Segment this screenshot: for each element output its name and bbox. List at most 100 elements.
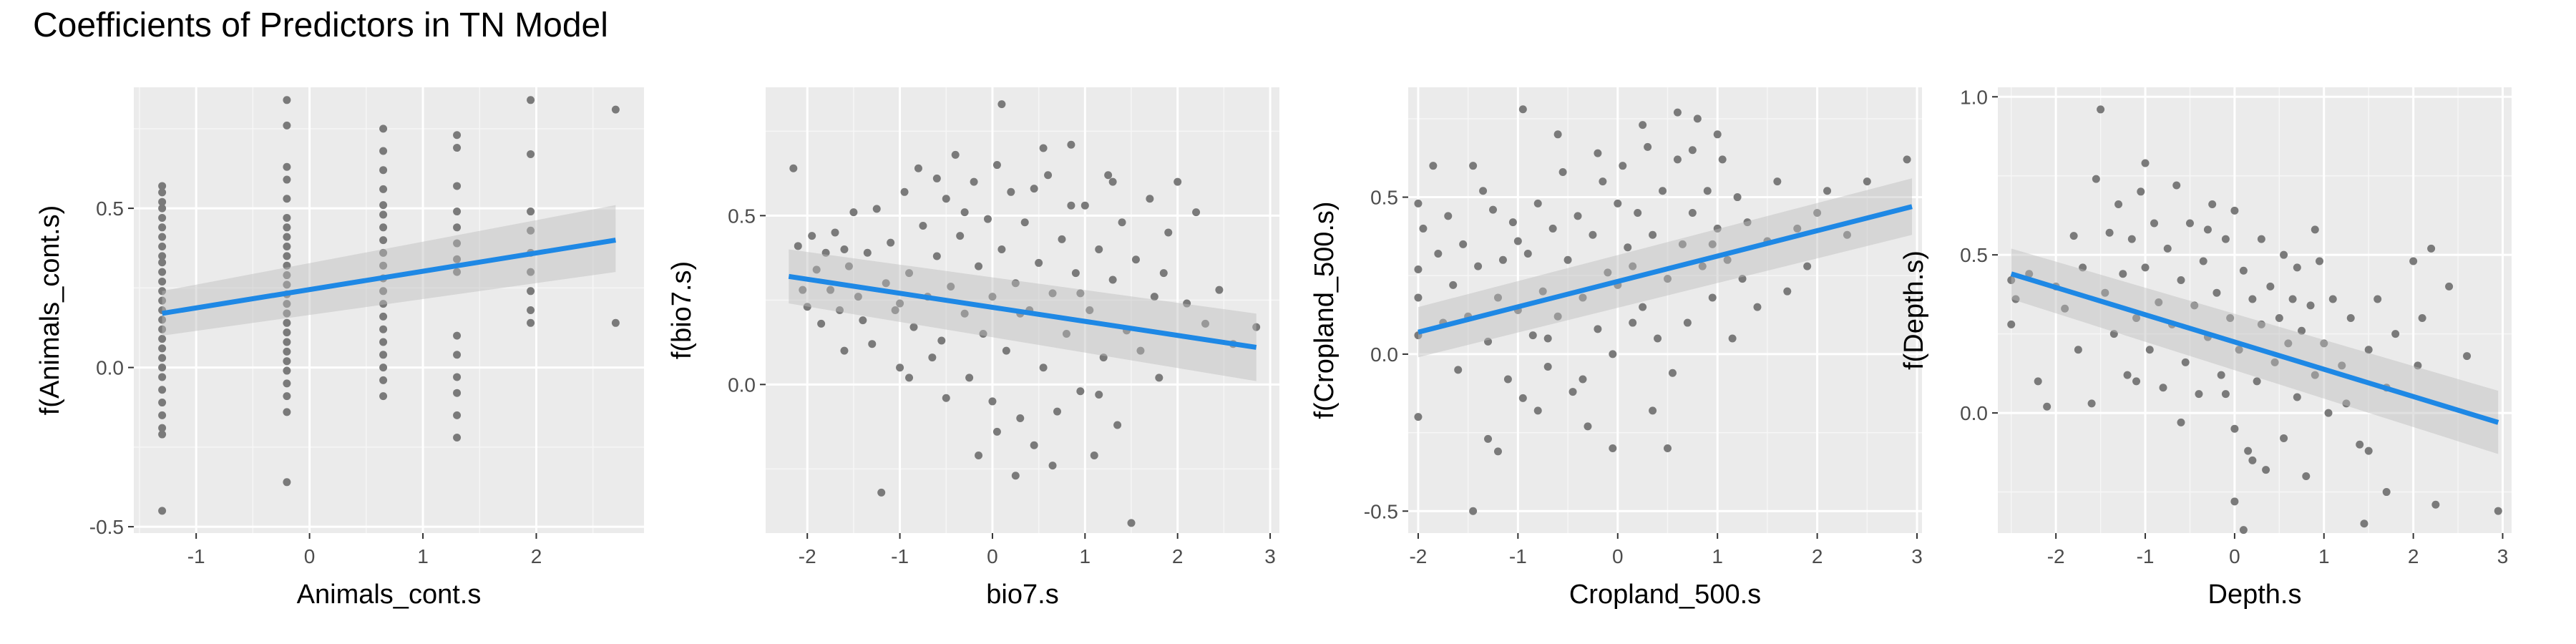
data-point bbox=[2382, 488, 2391, 497]
x-tick-label: 2 bbox=[2408, 545, 2419, 567]
data-point bbox=[1624, 243, 1632, 252]
data-point bbox=[2302, 472, 2311, 480]
data-point bbox=[1619, 162, 1627, 170]
data-point bbox=[1683, 318, 1692, 327]
data-point bbox=[527, 318, 535, 327]
data-point bbox=[2177, 276, 2185, 285]
data-point bbox=[1538, 287, 1547, 296]
data-point bbox=[1649, 230, 1657, 239]
data-point bbox=[1663, 275, 1672, 283]
data-point bbox=[1644, 142, 1652, 151]
data-point bbox=[1095, 390, 1103, 399]
data-point bbox=[1843, 230, 1851, 239]
data-point bbox=[1903, 155, 1911, 164]
data-point bbox=[1048, 462, 1057, 470]
data-point bbox=[283, 271, 291, 280]
data-point bbox=[2226, 314, 2235, 323]
x-tick-label: 0 bbox=[987, 545, 998, 567]
data-point bbox=[1563, 255, 1572, 264]
data-point bbox=[1469, 507, 1478, 515]
data-point bbox=[2097, 105, 2105, 114]
data-point bbox=[158, 213, 167, 222]
data-point bbox=[2275, 314, 2283, 323]
data-point bbox=[2311, 371, 2319, 379]
data-point bbox=[527, 287, 535, 296]
data-point bbox=[1044, 171, 1053, 180]
data-point bbox=[844, 262, 853, 270]
x-tick-label: 2 bbox=[1172, 545, 1184, 567]
data-point bbox=[158, 335, 167, 343]
data-point bbox=[1062, 330, 1070, 338]
data-point bbox=[1058, 235, 1066, 243]
data-point bbox=[158, 373, 167, 381]
x-tick-label: 1 bbox=[417, 545, 429, 567]
data-point bbox=[2288, 295, 2297, 303]
data-point bbox=[453, 373, 462, 381]
data-point bbox=[1518, 394, 1527, 402]
data-point bbox=[932, 174, 941, 182]
data-point bbox=[2418, 314, 2426, 323]
data-point bbox=[1513, 237, 1522, 245]
data-point bbox=[453, 131, 462, 140]
data-point bbox=[1543, 362, 1552, 371]
y-axis-label: f(Cropland_500.s) bbox=[1309, 201, 1340, 419]
data-point bbox=[158, 182, 167, 190]
data-point bbox=[956, 232, 965, 240]
data-point bbox=[1030, 185, 1038, 193]
data-point bbox=[158, 252, 167, 260]
data-point bbox=[158, 386, 167, 394]
data-point bbox=[799, 286, 807, 294]
chart-panel-3: -2 -1 0 1 2 3 -0.5 0.0 0.5 Cropland_500.s f(Cropla… bbox=[1309, 87, 1923, 610]
data-point bbox=[283, 338, 291, 346]
x-tick-label: 2 bbox=[531, 545, 542, 567]
data-point bbox=[283, 162, 291, 171]
data-point bbox=[379, 236, 388, 245]
data-point bbox=[1011, 472, 1020, 480]
data-point bbox=[158, 353, 167, 362]
data-point bbox=[283, 392, 291, 401]
y-tick-label: 1.0 bbox=[1960, 86, 1988, 108]
data-point bbox=[988, 293, 997, 301]
data-point bbox=[2011, 295, 2020, 303]
data-point bbox=[158, 233, 167, 241]
data-point bbox=[909, 323, 918, 331]
data-point bbox=[283, 223, 291, 232]
data-point bbox=[283, 195, 291, 203]
confidence-band bbox=[789, 249, 1257, 381]
data-point bbox=[1108, 177, 1117, 186]
data-point bbox=[1579, 293, 1587, 302]
data-point bbox=[2109, 330, 2118, 338]
x-axis-label: bio7.s bbox=[986, 580, 1058, 610]
data-point bbox=[283, 233, 291, 241]
data-point bbox=[1252, 323, 1261, 331]
data-point bbox=[942, 195, 950, 203]
data-point bbox=[1523, 250, 1532, 258]
data-point bbox=[2262, 466, 2270, 474]
data-point bbox=[158, 325, 167, 333]
data-point bbox=[1533, 199, 1542, 208]
data-point bbox=[1080, 201, 1089, 210]
data-point bbox=[2427, 244, 2436, 253]
data-point bbox=[2195, 390, 2203, 399]
y-tick-label: 0.5 bbox=[728, 205, 756, 227]
data-point bbox=[1016, 414, 1025, 423]
y-tick-label: 0.0 bbox=[96, 357, 124, 379]
x-tick-label: -2 bbox=[799, 545, 816, 567]
data-point bbox=[2034, 377, 2042, 386]
data-point bbox=[2346, 314, 2355, 323]
data-point bbox=[905, 269, 914, 278]
data-point bbox=[1085, 306, 1094, 314]
data-point bbox=[158, 188, 167, 197]
data-point bbox=[2431, 500, 2440, 509]
x-axis-label: Cropland_500.s bbox=[1569, 580, 1761, 610]
data-point bbox=[1594, 149, 1602, 157]
data-point bbox=[2177, 418, 2185, 426]
data-point bbox=[1659, 187, 1667, 195]
data-point bbox=[2114, 200, 2123, 208]
data-point bbox=[453, 268, 462, 276]
data-point bbox=[979, 330, 987, 338]
data-point bbox=[1503, 375, 1512, 384]
data-point bbox=[1639, 303, 1647, 311]
data-point bbox=[1474, 262, 1483, 270]
x-tick-label: 1 bbox=[2318, 545, 2330, 567]
